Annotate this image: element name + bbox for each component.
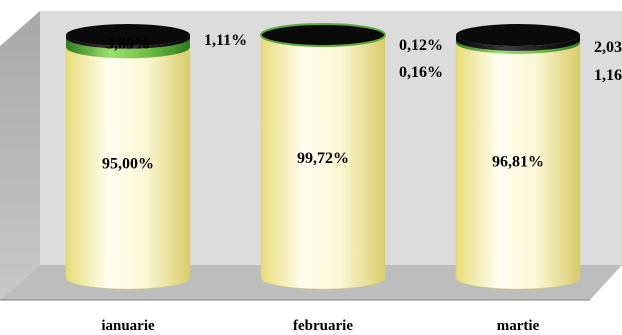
data-label-martie-segment-top: 2,03%	[594, 39, 622, 56]
data-label-ianuarie-segment-main: 95,00%	[102, 156, 154, 173]
bar-ianuarie-segment-mid	[66, 37, 190, 59]
bar-ianuarie-top-cap	[66, 24, 190, 46]
bar-ianuarie-segment-top	[66, 35, 190, 49]
data-label-ianuarie-segment-top: 1,11%	[204, 32, 247, 49]
data-label-februarie-segment-main: 99,72%	[297, 150, 349, 167]
x-tick-label-martie: martie	[497, 318, 540, 334]
data-label-martie-segment-main: 96,81%	[492, 153, 544, 170]
data-label-februarie-segment-mid: 0,16%	[399, 64, 443, 81]
data-label-ianuarie-segment-mid: 3,89%	[106, 35, 150, 52]
x-tick-label-ianuarie: ianuarie	[101, 318, 155, 334]
data-label-februarie-segment-top: 0,12%	[399, 37, 443, 54]
bar-februarie-top-cap	[260, 23, 386, 47]
bars-group	[65, 23, 581, 290]
labels-group: ianuarie februarie martie 95,00% 3,89% 1,11% 9…	[101, 32, 622, 334]
bar-martie-segment-mid	[456, 39, 580, 54]
bar-martie-top-cap	[456, 24, 580, 46]
data-label-martie-segment-mid: 1,16%	[594, 67, 622, 84]
x-tick-label-februarie: februarie	[293, 318, 353, 334]
bar-martie-segment-top	[456, 35, 580, 51]
chart-side-wall	[0, 11, 40, 300]
